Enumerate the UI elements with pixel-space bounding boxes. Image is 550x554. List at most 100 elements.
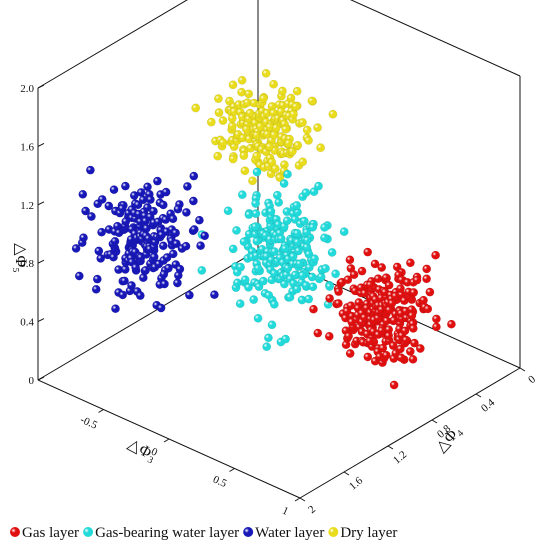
y-tick <box>387 445 394 450</box>
y-tick-label: 1.2 <box>391 449 409 467</box>
data-point <box>343 275 353 285</box>
data-point <box>237 190 247 200</box>
data-point <box>265 142 275 152</box>
data-point <box>118 290 128 300</box>
data-point <box>94 246 104 256</box>
x-tick <box>294 497 301 502</box>
data-point <box>239 151 249 161</box>
data-point <box>363 352 373 362</box>
y-tick-label: 1.6 <box>347 474 366 492</box>
data-point <box>223 206 233 216</box>
data-point <box>97 194 107 204</box>
data-point <box>282 216 292 226</box>
data-point <box>86 165 95 175</box>
legend-label: Water layer <box>255 525 324 541</box>
data-point <box>173 204 183 214</box>
z-tick <box>37 376 45 381</box>
data-point <box>298 157 308 167</box>
data-point <box>104 201 114 211</box>
data-point <box>422 274 431 284</box>
data-point <box>261 68 271 78</box>
legend-marker <box>243 527 254 537</box>
legend-label: Dry layer <box>340 525 397 541</box>
data-point <box>384 331 393 341</box>
data-point <box>248 176 257 186</box>
data-point <box>373 274 383 284</box>
data-point <box>239 237 249 247</box>
data-point <box>164 263 173 273</box>
data-point <box>381 350 391 360</box>
data-point <box>304 249 314 259</box>
data-point <box>87 212 96 221</box>
data-point <box>266 207 276 216</box>
data-point <box>283 169 292 179</box>
data-point <box>189 225 199 234</box>
data-point <box>159 269 169 279</box>
data-point <box>388 341 398 350</box>
x-tick-label: -0.5 <box>78 414 99 432</box>
data-point <box>158 200 168 210</box>
data-point <box>245 108 255 118</box>
data-point <box>325 282 334 291</box>
data-point <box>168 249 178 259</box>
data-point <box>206 117 216 127</box>
data-point <box>405 347 415 356</box>
data-point <box>320 222 329 232</box>
data-point <box>408 354 418 364</box>
data-point <box>218 116 228 126</box>
data-point <box>181 207 191 217</box>
x-tick <box>229 468 235 472</box>
data-point <box>309 304 318 314</box>
data-point <box>292 228 302 238</box>
data-point <box>181 241 191 251</box>
data-point <box>304 135 313 145</box>
data-point <box>182 181 192 191</box>
data-point <box>431 322 441 332</box>
data-point <box>133 200 143 210</box>
z-tick-label: 0.4 <box>20 317 34 329</box>
data-point <box>415 344 425 353</box>
data-point <box>71 243 81 253</box>
data-point <box>78 189 88 199</box>
data-point <box>313 123 322 133</box>
data-point <box>298 118 307 127</box>
data-point <box>91 284 101 294</box>
data-point <box>117 204 127 213</box>
data-point <box>307 96 317 106</box>
data-point <box>92 274 102 284</box>
data-point <box>270 247 279 257</box>
data-point <box>276 234 286 244</box>
data-point <box>381 273 391 283</box>
data-point <box>302 235 312 245</box>
data-point <box>156 303 166 313</box>
data-point <box>136 187 146 197</box>
data-point <box>292 200 302 210</box>
data-point <box>377 263 387 272</box>
data-point <box>175 264 185 274</box>
data-point <box>237 75 247 85</box>
data-point <box>196 241 206 251</box>
data-point <box>191 103 201 113</box>
data-point <box>161 187 171 197</box>
data-point <box>267 320 277 330</box>
data-point <box>321 264 330 273</box>
data-point <box>240 166 250 176</box>
data-point <box>316 143 325 153</box>
data-point <box>275 173 285 183</box>
data-point <box>228 80 238 90</box>
data-point <box>171 239 181 249</box>
legend-marker <box>83 527 94 537</box>
z-tick-label: 0 <box>29 375 35 387</box>
data-point <box>240 275 250 285</box>
data-point <box>401 335 411 345</box>
data-point <box>431 250 440 260</box>
x-tick <box>98 409 104 413</box>
data-point <box>264 290 274 300</box>
data-point <box>158 241 168 251</box>
x-tick-label: 0 <box>149 446 159 459</box>
data-point <box>384 280 394 290</box>
data-point <box>269 299 279 309</box>
data-point <box>357 266 367 276</box>
data-point <box>370 259 380 269</box>
